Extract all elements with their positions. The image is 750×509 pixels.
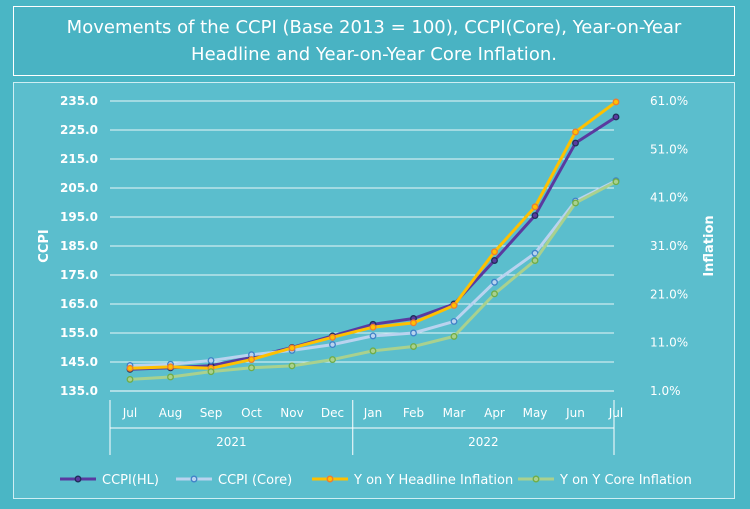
x-tick-label: Jun bbox=[565, 406, 585, 420]
y-tick-label: 215.0 bbox=[60, 152, 98, 166]
data-point bbox=[450, 332, 458, 340]
y-axis-label: CCPI bbox=[37, 229, 52, 262]
y2-tick-label: 21.0% bbox=[650, 287, 688, 301]
data-point bbox=[167, 373, 174, 381]
data-point bbox=[369, 347, 377, 355]
x-tick-label: Jan bbox=[363, 406, 383, 420]
data-point bbox=[167, 363, 174, 371]
plot-area-frame bbox=[13, 82, 735, 499]
data-point bbox=[248, 356, 255, 364]
legend-marker bbox=[74, 475, 82, 483]
data-point bbox=[612, 113, 620, 121]
legend-marker bbox=[532, 475, 540, 483]
data-point bbox=[491, 257, 498, 264]
data-point bbox=[572, 199, 579, 207]
y2-tick-label: 11.0% bbox=[650, 336, 688, 350]
x-group-label: 2022 bbox=[468, 435, 499, 449]
legend-label: CCPI(HL) bbox=[102, 473, 159, 488]
y2-tick-label: 41.0% bbox=[650, 191, 688, 205]
y-tick-label: 205.0 bbox=[60, 181, 98, 195]
data-point bbox=[531, 249, 539, 257]
y-tick-label: 235.0 bbox=[60, 94, 98, 108]
y2-tick-label: 1.0% bbox=[650, 384, 681, 398]
x-tick-label: Aug bbox=[159, 406, 182, 420]
data-point bbox=[572, 139, 579, 147]
data-point bbox=[531, 203, 539, 211]
data-point bbox=[288, 362, 296, 370]
chart-title-box: Movements of the CCPI (Base 2013 = 100),… bbox=[13, 6, 735, 76]
chart-title: Movements of the CCPI (Base 2013 = 100),… bbox=[66, 17, 682, 65]
y-tick-label: 135.0 bbox=[60, 384, 98, 398]
y2-axis-label: Inflation bbox=[702, 215, 717, 276]
x-tick-label: Nov bbox=[280, 406, 303, 420]
data-point bbox=[207, 357, 215, 364]
y-tick-label: 155.0 bbox=[60, 326, 98, 340]
data-point bbox=[410, 319, 417, 327]
x-tick-label: Jul bbox=[608, 406, 623, 420]
data-point bbox=[329, 333, 336, 341]
data-point bbox=[572, 128, 579, 136]
y-tick-label: 195.0 bbox=[60, 210, 98, 224]
x-tick-label: Apr bbox=[484, 406, 505, 420]
y-tick-label: 145.0 bbox=[60, 355, 98, 369]
data-point bbox=[410, 329, 417, 337]
legend-label: CCPI (Core) bbox=[218, 473, 292, 488]
data-point bbox=[450, 317, 458, 325]
y-tick-label: 175.0 bbox=[60, 268, 98, 282]
x-tick-label: Jul bbox=[122, 406, 137, 420]
data-point bbox=[612, 98, 620, 106]
x-tick-label: Dec bbox=[321, 406, 344, 420]
y2-tick-label: 31.0% bbox=[650, 239, 688, 253]
data-point bbox=[126, 375, 134, 383]
y2-tick-label: 51.0% bbox=[650, 142, 688, 156]
legend-marker bbox=[190, 475, 198, 483]
data-point bbox=[612, 178, 620, 186]
data-point bbox=[207, 368, 215, 376]
data-point bbox=[531, 212, 539, 219]
data-point bbox=[369, 332, 377, 340]
y-tick-label: 185.0 bbox=[60, 239, 98, 253]
x-group-label: 2021 bbox=[216, 435, 247, 449]
data-point bbox=[491, 278, 498, 286]
data-point bbox=[491, 290, 498, 298]
x-tick-label: Sep bbox=[200, 406, 223, 420]
data-point bbox=[491, 248, 498, 256]
legend-marker bbox=[326, 475, 334, 483]
y-tick-label: 225.0 bbox=[60, 123, 98, 137]
x-tick-label: May bbox=[523, 406, 548, 420]
data-point bbox=[531, 257, 539, 264]
data-point bbox=[288, 344, 296, 352]
data-point bbox=[450, 302, 458, 309]
legend-label: Y on Y Headline Inflation bbox=[353, 473, 513, 488]
data-point bbox=[248, 364, 255, 372]
y-tick-label: 165.0 bbox=[60, 297, 98, 311]
x-tick-label: Oct bbox=[241, 406, 262, 420]
data-point bbox=[410, 343, 417, 350]
data-point bbox=[126, 364, 134, 372]
legend-label: Y on Y Core Inflation bbox=[559, 473, 692, 488]
data-point bbox=[369, 323, 377, 331]
data-point bbox=[329, 356, 336, 364]
y2-tick-label: 61.0% bbox=[650, 94, 688, 108]
x-tick-label: Feb bbox=[403, 406, 424, 420]
x-tick-label: Mar bbox=[443, 406, 466, 420]
data-point bbox=[329, 341, 336, 349]
